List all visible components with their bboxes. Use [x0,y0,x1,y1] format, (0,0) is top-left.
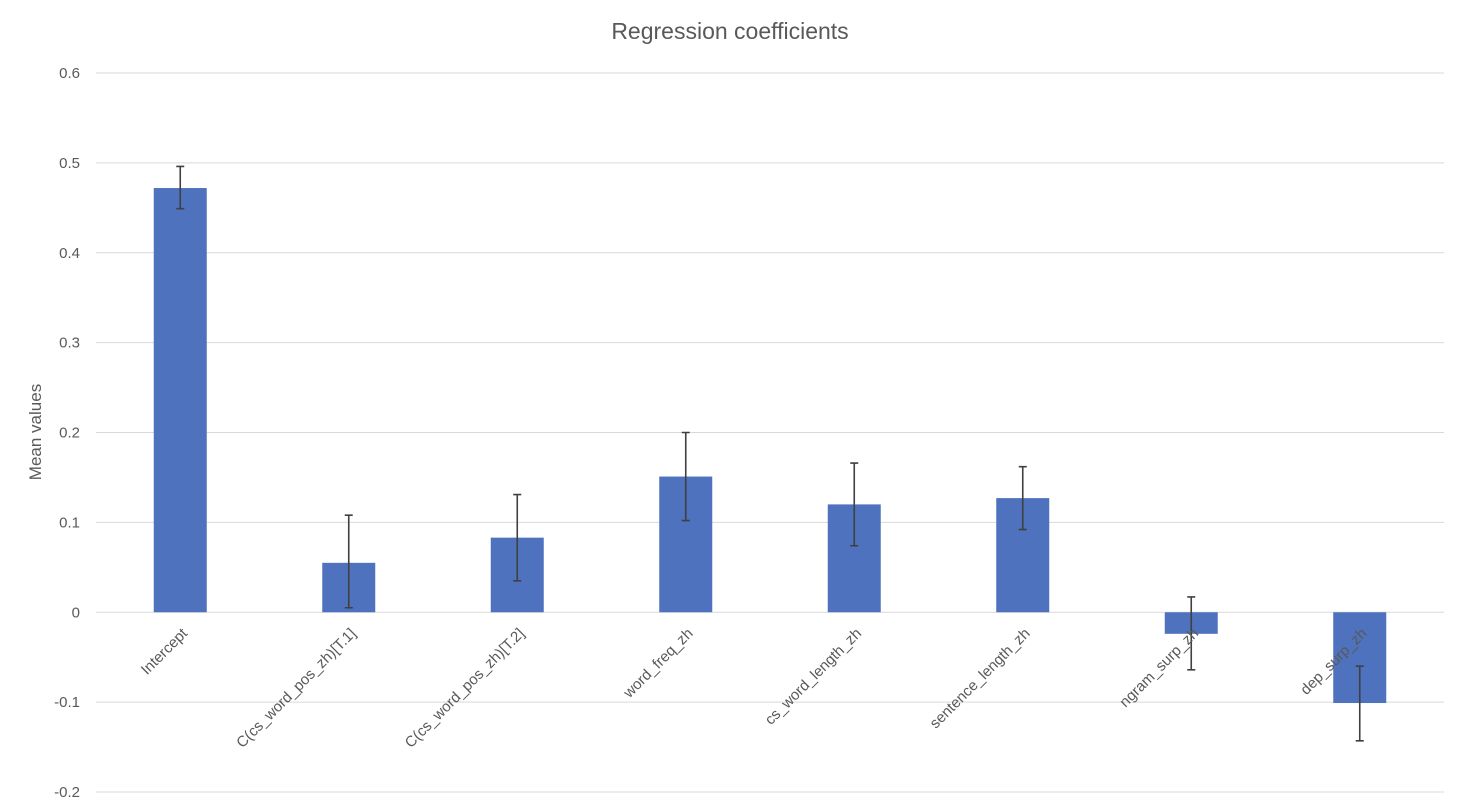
category-label: sentence_length_zh [927,625,1034,732]
y-tick-label: 0.6 [59,65,80,82]
error-bar [344,514,353,609]
bar [153,188,207,613]
chart-title: Regression coefficients [611,18,848,44]
category-label: C(cs_word_pos_zh)[T.2] [402,625,528,751]
y-tick-label: -0.1 [54,694,80,711]
y-tick-label: -0.2 [54,784,80,801]
category-label: ngram_surp_zh [1116,625,1202,711]
error-bars [176,165,1364,742]
category-label: cs_word_length_zh [762,625,865,728]
gridlines [96,72,1444,793]
y-tick-label: 0 [72,604,80,621]
y-tick-label: 0.5 [59,155,80,172]
error-bar [1187,596,1196,671]
error-bar [176,165,185,210]
y-tick-label: 0.2 [59,425,80,442]
y-tick-label: 0.3 [59,335,80,352]
error-bar [1018,465,1027,531]
category-label: Intercept [138,624,192,678]
y-tick-label: 0.1 [59,514,80,531]
error-bar [850,462,859,547]
category-labels: Intercept C(cs_word_pos_zh)[T.1] C(cs_word… [138,624,1371,751]
error-bar [1355,665,1364,742]
y-tick-labels: -0.2 -0.1 0 0.1 0.2 0.3 0.4 0.5 0.6 [54,65,80,801]
error-bar [513,493,522,582]
y-axis-label: Mean values [26,384,45,480]
category-label: C(cs_word_pos_zh)[T.1] [233,625,359,751]
category-label: word_freq_zh [620,625,697,702]
y-tick-label: 0.4 [59,245,80,262]
bars [153,188,1387,704]
error-bar [681,431,690,522]
